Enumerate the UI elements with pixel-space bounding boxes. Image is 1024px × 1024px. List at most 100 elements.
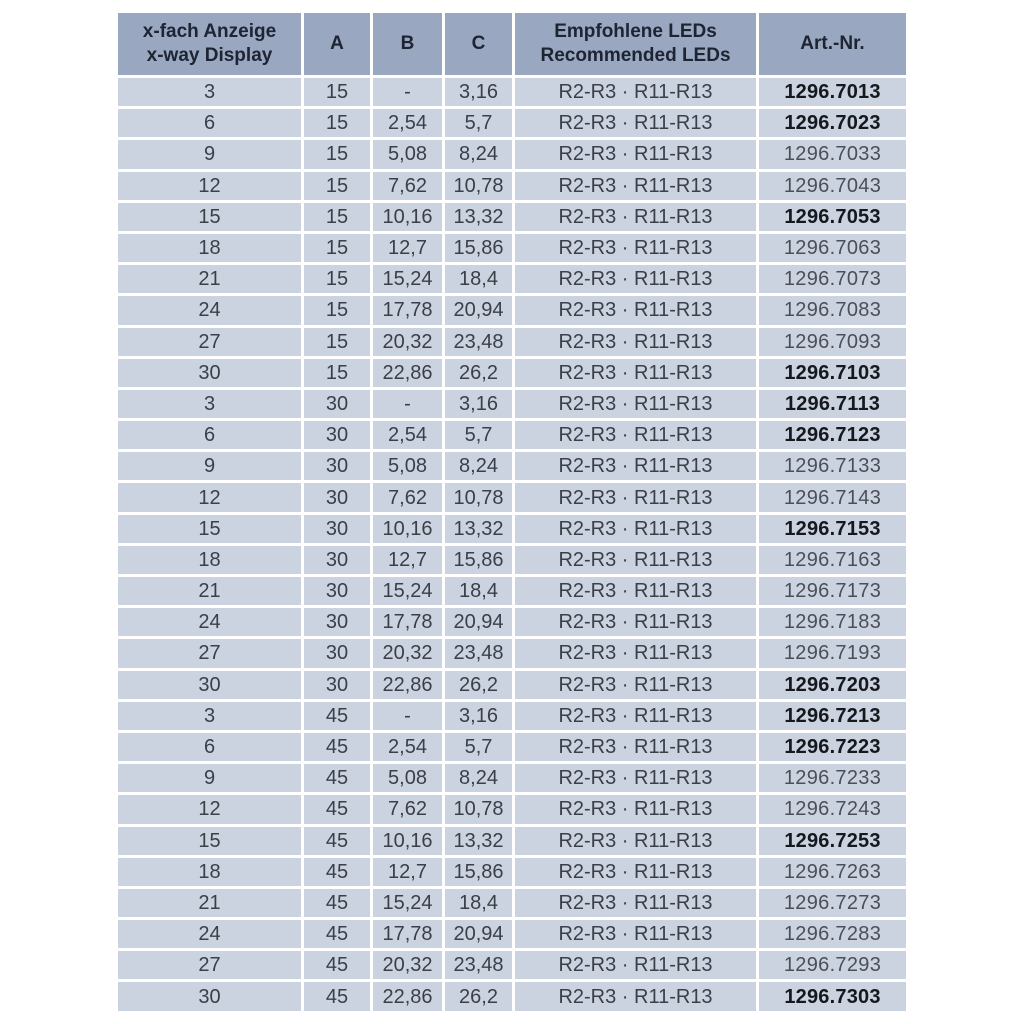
cell-article-number: 1296.7043 <box>759 171 906 200</box>
header-display-count-en: x-way Display <box>146 45 273 66</box>
cell-article-number: 1296.7193 <box>759 639 906 668</box>
cell-dim-c: 15,86 <box>445 233 512 263</box>
cell-dim-b: 15,24 <box>373 577 442 606</box>
cell-article-number: 1296.7213 <box>759 701 906 730</box>
cell-article-number: 1296.7223 <box>759 732 906 762</box>
cell-dim-c: 5,7 <box>445 732 512 762</box>
cell-dim-b: 10,16 <box>373 202 442 231</box>
cell-dim-c: 10,78 <box>445 483 512 512</box>
cell-dim-b: 17,78 <box>373 920 442 949</box>
cell-dim-a: 30 <box>304 545 370 574</box>
cell-recommended-leds: R2-R3 · R11-R13 <box>515 296 756 325</box>
cell-dim-c: 8,24 <box>445 140 512 169</box>
cell-dim-c: 20,94 <box>445 296 512 325</box>
cell-display-count: 21 <box>118 265 301 294</box>
led-table-grid: x-fach Anzeige x-way Display A B C Empfo… <box>118 13 906 1011</box>
cell-dim-c: 10,78 <box>445 795 512 824</box>
header-article-number: Art.-Nr. <box>759 13 906 75</box>
cell-dim-c: 13,32 <box>445 514 512 543</box>
cell-article-number: 1296.7143 <box>759 483 906 512</box>
cell-display-count: 30 <box>118 358 301 387</box>
cell-dim-b: 12,7 <box>373 857 442 886</box>
cell-display-count: 3 <box>118 389 301 419</box>
cell-dim-b: 22,86 <box>373 670 442 699</box>
cell-dim-c: 3,16 <box>445 701 512 730</box>
cell-dim-b: 10,16 <box>373 514 442 543</box>
cell-display-count: 30 <box>118 670 301 699</box>
cell-display-count: 3 <box>118 701 301 730</box>
cell-dim-c: 26,2 <box>445 982 512 1011</box>
header-dim-b: B <box>373 13 442 75</box>
cell-display-count: 9 <box>118 452 301 481</box>
cell-dim-b: 12,7 <box>373 233 442 263</box>
cell-article-number: 1296.7273 <box>759 888 906 918</box>
cell-article-number: 1296.7063 <box>759 233 906 263</box>
cell-article-number: 1296.7263 <box>759 857 906 886</box>
cell-dim-a: 30 <box>304 483 370 512</box>
cell-dim-a: 45 <box>304 920 370 949</box>
header-dim-a: A <box>304 13 370 75</box>
cell-article-number: 1296.7153 <box>759 514 906 543</box>
cell-dim-a: 15 <box>304 140 370 169</box>
cell-display-count: 18 <box>118 857 301 886</box>
cell-dim-a: 30 <box>304 577 370 606</box>
cell-article-number: 1296.7033 <box>759 140 906 169</box>
cell-display-count: 12 <box>118 171 301 200</box>
cell-dim-b: 5,08 <box>373 140 442 169</box>
cell-dim-b: 22,86 <box>373 982 442 1011</box>
cell-recommended-leds: R2-R3 · R11-R13 <box>515 951 756 980</box>
cell-article-number: 1296.7253 <box>759 826 906 855</box>
cell-article-number: 1296.7163 <box>759 545 906 574</box>
cell-dim-a: 15 <box>304 296 370 325</box>
cell-dim-c: 18,4 <box>445 265 512 294</box>
cell-dim-b: 2,54 <box>373 421 442 450</box>
cell-dim-a: 45 <box>304 764 370 793</box>
cell-dim-a: 15 <box>304 265 370 294</box>
cell-recommended-leds: R2-R3 · R11-R13 <box>515 202 756 231</box>
cell-dim-a: 30 <box>304 421 370 450</box>
cell-recommended-leds: R2-R3 · R11-R13 <box>515 171 756 200</box>
cell-article-number: 1296.7093 <box>759 327 906 356</box>
cell-dim-c: 13,32 <box>445 826 512 855</box>
cell-dim-a: 45 <box>304 857 370 886</box>
cell-dim-a: 30 <box>304 452 370 481</box>
cell-article-number: 1296.7083 <box>759 296 906 325</box>
cell-dim-a: 45 <box>304 795 370 824</box>
cell-display-count: 9 <box>118 140 301 169</box>
cell-dim-c: 10,78 <box>445 171 512 200</box>
cell-dim-a: 15 <box>304 327 370 356</box>
cell-dim-c: 18,4 <box>445 577 512 606</box>
cell-dim-c: 23,48 <box>445 639 512 668</box>
cell-dim-b: 5,08 <box>373 764 442 793</box>
cell-dim-a: 15 <box>304 202 370 231</box>
cell-article-number: 1296.7133 <box>759 452 906 481</box>
cell-dim-b: 15,24 <box>373 265 442 294</box>
cell-display-count: 3 <box>118 78 301 107</box>
cell-recommended-leds: R2-R3 · R11-R13 <box>515 857 756 886</box>
cell-dim-a: 45 <box>304 888 370 918</box>
cell-article-number: 1296.7053 <box>759 202 906 231</box>
cell-dim-c: 3,16 <box>445 78 512 107</box>
cell-dim-b: 15,24 <box>373 888 442 918</box>
cell-article-number: 1296.7203 <box>759 670 906 699</box>
cell-dim-b: 2,54 <box>373 109 442 138</box>
cell-recommended-leds: R2-R3 · R11-R13 <box>515 233 756 263</box>
cell-dim-a: 45 <box>304 732 370 762</box>
cell-recommended-leds: R2-R3 · R11-R13 <box>515 577 756 606</box>
cell-recommended-leds: R2-R3 · R11-R13 <box>515 826 756 855</box>
cell-article-number: 1296.7113 <box>759 389 906 419</box>
cell-dim-c: 8,24 <box>445 452 512 481</box>
cell-display-count: 15 <box>118 202 301 231</box>
cell-dim-b: 20,32 <box>373 327 442 356</box>
cell-recommended-leds: R2-R3 · R11-R13 <box>515 78 756 107</box>
cell-dim-b: 5,08 <box>373 452 442 481</box>
cell-dim-b: - <box>373 78 442 107</box>
header-recommended-leds: Empfohlene LEDs Recommended LEDs <box>515 13 756 75</box>
cell-recommended-leds: R2-R3 · R11-R13 <box>515 795 756 824</box>
cell-display-count: 9 <box>118 764 301 793</box>
cell-display-count: 18 <box>118 233 301 263</box>
cell-recommended-leds: R2-R3 · R11-R13 <box>515 920 756 949</box>
cell-dim-c: 26,2 <box>445 358 512 387</box>
cell-article-number: 1296.7073 <box>759 265 906 294</box>
cell-display-count: 6 <box>118 732 301 762</box>
